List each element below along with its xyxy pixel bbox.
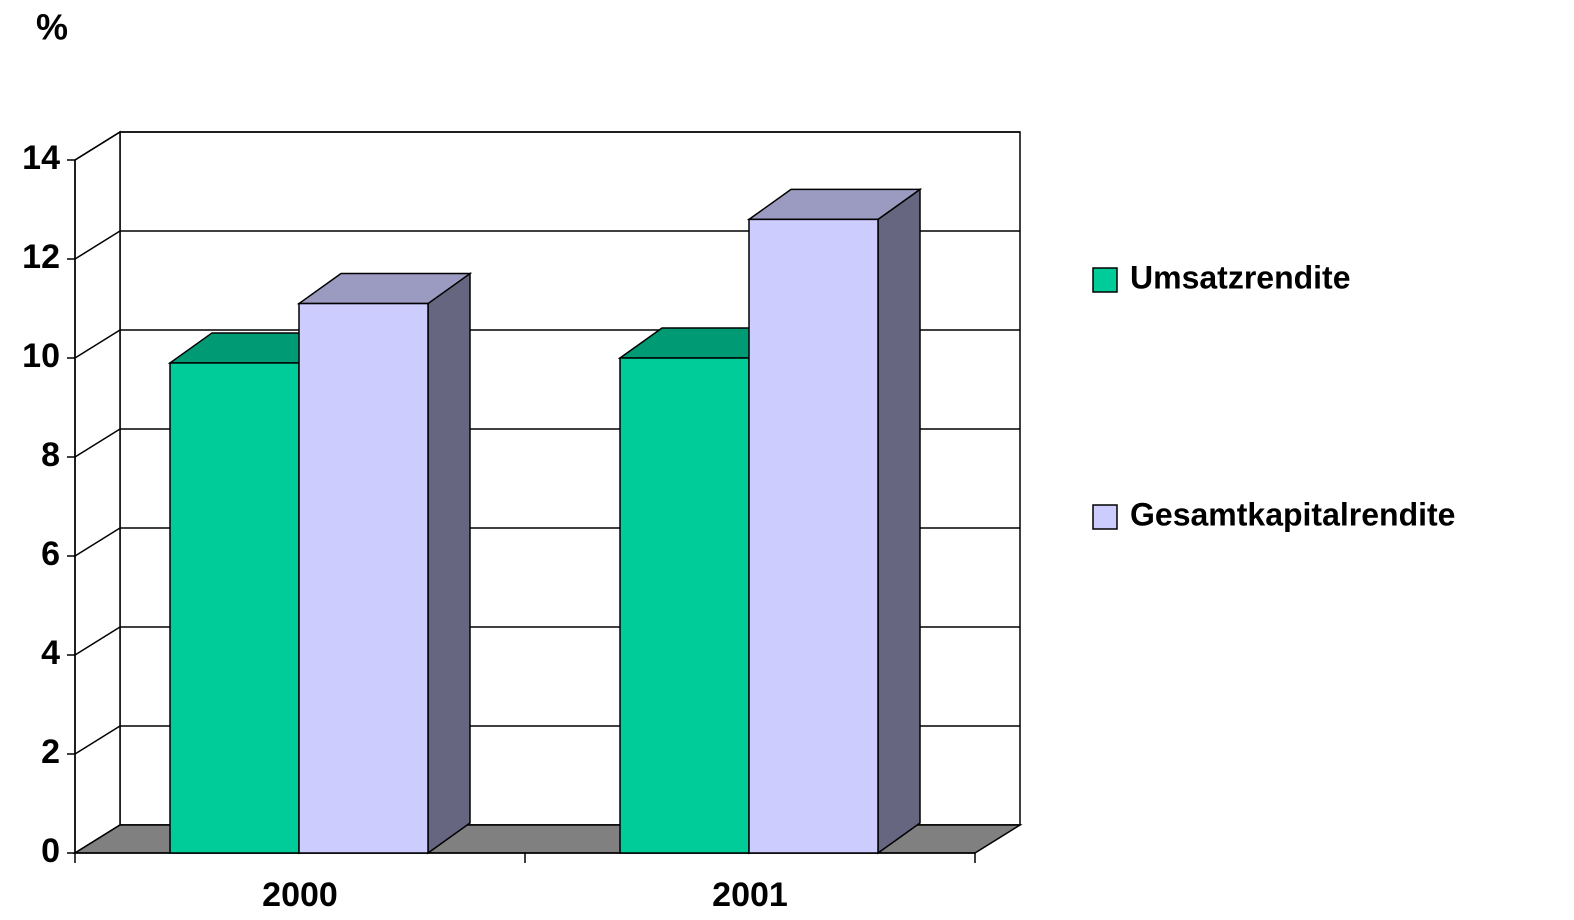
legend-label: Umsatzrendite (1130, 259, 1351, 295)
grid-line (74, 131, 121, 161)
grid-line (74, 230, 121, 260)
grid-line (74, 527, 121, 557)
y-tick-label: 2 (41, 733, 60, 771)
grid-line (74, 725, 121, 755)
grid-line (74, 329, 121, 359)
bar (169, 362, 300, 854)
bar (619, 357, 750, 854)
x-tick-label: 2000 (262, 876, 338, 914)
side-wall (74, 130, 121, 855)
y-tick-label: 8 (41, 436, 60, 474)
y-tick-label: 4 (41, 634, 60, 672)
bar-side (877, 187, 921, 855)
bar (298, 302, 429, 854)
y-tick-label: 6 (41, 535, 60, 573)
bar (748, 218, 879, 854)
legend-swatch (1092, 504, 1118, 530)
legend-swatch (1092, 267, 1118, 293)
y-tick-label: 10 (22, 337, 60, 375)
x-tick-label: 2001 (712, 876, 788, 914)
bar-side (427, 272, 471, 855)
legend-label: Gesamtkapitalrendite (1130, 496, 1455, 532)
y-axis-label: % (36, 7, 68, 48)
y-tick-label: 12 (22, 238, 60, 276)
y-tick-label: 0 (41, 832, 60, 870)
y-tick-label: 14 (22, 139, 60, 177)
grid-line (74, 428, 121, 458)
grid-line (74, 626, 121, 656)
